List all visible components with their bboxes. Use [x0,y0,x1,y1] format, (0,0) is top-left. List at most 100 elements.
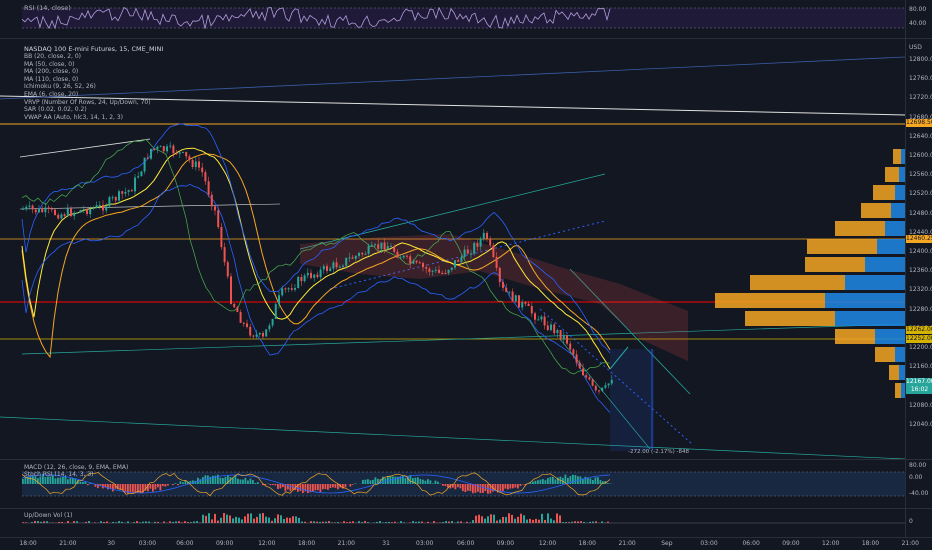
candle-body [530,306,533,314]
indicator-ma50[interactable]: MA (50, close, 0) [24,60,75,68]
volume-bar [403,522,405,523]
volume-bar [238,517,240,523]
macd-hist-bar [414,477,417,484]
time-tick: Sep [661,540,673,547]
price-tick: 12400.00 [909,248,932,255]
candle-body [310,272,312,278]
volume-bar [118,521,120,523]
macd-hist-bar [419,479,422,484]
volume-bar [127,521,129,523]
volume-bar [76,521,78,523]
candle-body [34,209,37,213]
macd-hist-bar [409,474,412,484]
volume-bar [217,520,219,523]
volume-bar [601,521,603,523]
candle-body [460,256,463,262]
candle-body [550,324,552,331]
candle-body [137,176,140,178]
rsi-pane[interactable]: RSI (14, close) [0,0,905,38]
indicator-vrvp[interactable]: VRVP (Number Of Rows, 24, Up/Down, 70) [24,98,151,106]
macd-hist-bar [94,484,97,487]
volume-bar [511,514,513,523]
candle-body [559,330,562,340]
candle-body [367,245,370,254]
volume-bar [259,513,261,523]
candle-body [297,276,300,288]
candle-body [153,148,156,150]
candle-body [594,385,597,391]
volume-bar [271,520,273,523]
vrvp-bar-up [901,383,905,398]
volume-bar [220,517,222,523]
volume-bar [409,522,411,523]
candle-body [585,375,588,378]
indicator-vwap[interactable]: VWAP AA (Auto, hlc3, 14, 1, 2, 3) [24,113,123,121]
macd-hist-bar [367,479,369,484]
candle-body [108,197,111,207]
volume-bar [592,521,594,523]
candle-body [358,252,360,256]
vrvp-bar-up [825,293,905,308]
candle-body [575,354,578,363]
volume-bar [367,522,369,523]
candle-body [498,267,501,283]
volume-bar [568,522,570,523]
volume-bar [223,513,225,523]
macd-tick: 0.00 [909,474,923,481]
main-chart-pane[interactable]: NASDAQ 100 E-mini Futures, 15, CME_MINI … [0,39,905,459]
macd-hist-bar [227,475,229,484]
volume-bar [85,521,87,523]
time-axis[interactable]: 18:00 21:00 30 03:00 06:00 09:00 12:00 18:00 21:… [0,538,932,550]
volume-bar [43,521,45,523]
candle-body [534,313,536,320]
indicator-ichimoku[interactable]: Ichimoku (9, 26, 52, 26) [24,83,96,91]
volume-bar [154,521,156,523]
candle-body [415,260,418,263]
indicator-sar[interactable]: SAR (0.02, 0.02, 0.2) [24,106,87,114]
macd-label[interactable]: MACD (12, 26, close, 9, EMA, EMA) [24,464,129,471]
volume-bar [595,521,597,523]
price-tag-countdown: 16:02 [906,386,932,394]
candle-body [303,275,306,282]
candle-body [537,319,540,321]
volume-bar [205,515,207,523]
stoch-label[interactable]: Stoch RSI (14, 14, 3, 3) [24,471,94,478]
macd-axis[interactable]: 80.00 0.00 -40.00 [905,460,932,508]
indicator-ma110[interactable]: MA (110, close, 0) [24,75,79,83]
price-axis[interactable]: USD 12800.00 12760.00 12720.00 12680.00 1264… [905,39,932,459]
candle-body [118,191,120,201]
channel-green-down2 [559,338,651,450]
candle-body [466,249,469,254]
indicator-ma200[interactable]: MA (200, close, 0) [24,68,79,76]
macd-pane[interactable]: MACD (12, 26, close, 9, EMA, EMA) Stoch … [0,460,905,508]
candle-body [399,257,402,259]
candle-body [114,197,117,201]
macd-hist-bar [427,479,429,484]
macd-hist-bar [264,484,267,485]
volume-bar [442,522,444,523]
candle-body [134,177,136,192]
macd-hist-bar [599,480,602,484]
measure-box [610,349,654,451]
candle-body [70,208,72,217]
indicator-bb[interactable]: BB (20, close, 2, 0) [24,53,81,60]
rsi-label: RSI (14, close) [24,4,71,12]
price-tag-last: 12167.00 [906,378,932,386]
macd-hist-bar [242,479,244,484]
volume-bar [58,521,60,523]
candle-body [214,206,216,211]
rsi-axis[interactable]: 80.00 40.00 [905,0,932,38]
candle-body [463,249,466,257]
volume-bar [559,515,561,523]
indicator-ema[interactable]: EMA (6, close, 20) [24,90,79,98]
volume-label[interactable]: Up/Down Vol (1) [24,512,73,519]
symbol-title[interactable]: NASDAQ 100 E-mini Futures, 15, CME_MINI [24,45,164,53]
volume-pane[interactable]: Up/Down Vol (1) [0,509,905,537]
volume-bar [565,522,567,523]
macd-hist-bar [189,480,192,484]
candle-body [146,157,149,159]
macd-hist-bar [134,484,137,493]
volume-axis[interactable]: 0 [905,509,932,537]
candle-body [41,208,44,213]
candle-body [332,262,335,269]
